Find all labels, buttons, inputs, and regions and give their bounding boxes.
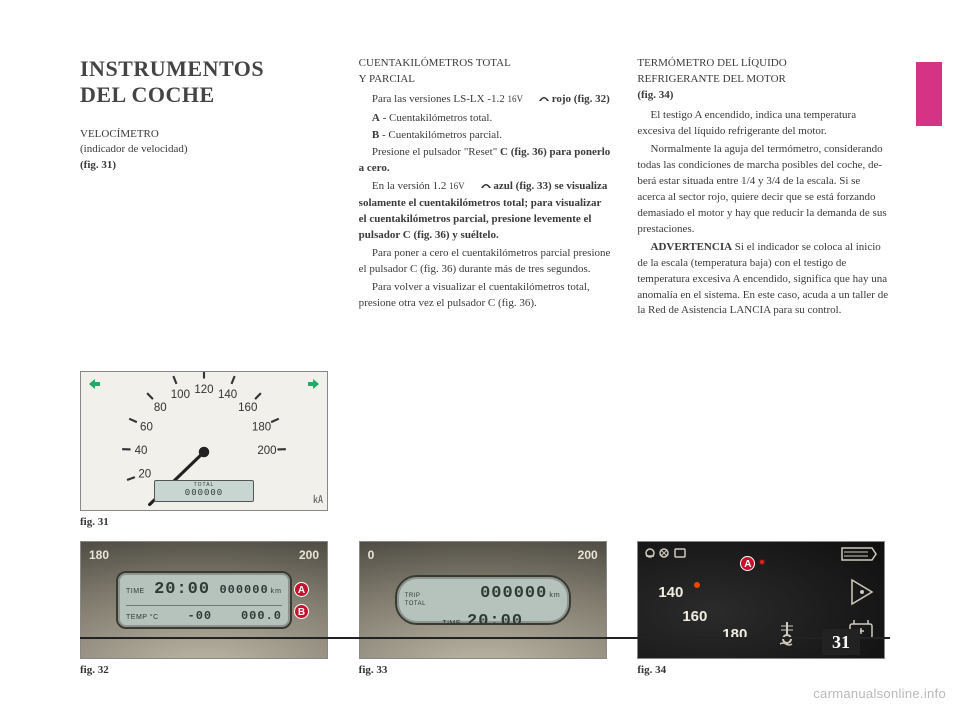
svg-text:20: 20 xyxy=(138,469,151,481)
page-title: INSTRUMENTOS DEL COCHE xyxy=(80,56,333,109)
p-versions: Para las versiones LS-LX -1.2 16V rojo (… xyxy=(359,92,612,109)
figure-33: 0 200 TRIP TOTAL 000000km TIME 20:00 xyxy=(359,541,607,659)
gauge-num-200: 200 xyxy=(578,548,598,562)
odometer-heading: CUENTAKILÓMETROS TOTAL Y PARCIAL xyxy=(359,56,612,88)
gauge-num-0: 0 xyxy=(368,548,375,562)
temp-icon xyxy=(778,620,796,646)
temp-140: 140 xyxy=(658,584,683,601)
temp-180: 180 xyxy=(722,626,747,643)
manual-page: INSTRUMENTOS DEL COCHE VELOCÍMETRO (indi… xyxy=(0,0,960,709)
p-warning-a: El testigo A encendido, indica una tempe… xyxy=(637,108,890,140)
p-normal-range: Normalmente la aguja del termóme­tro, co… xyxy=(637,142,890,238)
page-number: 31 xyxy=(822,629,860,655)
turn-right-icon xyxy=(307,378,321,390)
section-tab xyxy=(916,62,942,126)
svg-text:100: 100 xyxy=(171,389,190,401)
p-zero: Para poner a cero el cuentakilómetros pa… xyxy=(359,246,612,278)
gauge-num-180: 180 xyxy=(89,548,109,562)
gauge-num-200: 200 xyxy=(299,548,319,562)
item-b: B - Cuentakilómetros parcial. xyxy=(359,128,612,144)
thermometer-heading: TERMÓMETRO DEL LÍQUIDO REFRIGERANTE DEL … xyxy=(637,56,890,104)
p-advertencia: ADVERTENCIA Si el indicador se coloca al… xyxy=(637,240,890,320)
p-reset: Presione el pulsador "Reset" C (fig. 36)… xyxy=(359,145,612,177)
item-a: A - Cuentakilómetros total. xyxy=(359,111,612,127)
watermark: carmanualsonline.info xyxy=(813,686,946,701)
figure-32: 180 200 TIME 20:00 000000km TEMP °C -00 … xyxy=(80,541,328,659)
fig34-caption: fig. 34 xyxy=(637,663,890,679)
p-return: Para volver a visualizar el cuentaki­lóm… xyxy=(359,280,612,312)
column-3: TERMÓMETRO DEL LÍQUIDO REFRIGERANTE DEL … xyxy=(637,56,890,679)
svg-text:180: 180 xyxy=(252,422,271,434)
lancia-icon xyxy=(467,180,490,196)
svg-text:200: 200 xyxy=(257,445,276,457)
figure-31: 20406080100120140160180200 TOTAL 000000 … xyxy=(80,371,328,511)
velocimetro-heading: VELOCÍMETRO (indicador de velocidad) (fi… xyxy=(80,127,333,173)
manufacturer-mark: ㎄ xyxy=(313,491,323,506)
svg-text:80: 80 xyxy=(154,402,167,414)
lcd-panel-33: TRIP TOTAL 000000km TIME 20:00 xyxy=(395,575,571,625)
column-1: INSTRUMENTOS DEL COCHE VELOCÍMETRO (indi… xyxy=(80,56,333,679)
lcd-panel-32: TIME 20:00 000000km TEMP °C -00 000.0 xyxy=(116,571,292,629)
callout-b: B xyxy=(294,604,309,619)
fig31-caption: fig. 31 xyxy=(80,515,333,531)
p-version-blue: En la versión 1.2 16V azul (fig. 33) se … xyxy=(359,179,612,244)
svg-text:120: 120 xyxy=(194,384,213,396)
indicator-icons-left xyxy=(644,546,704,560)
temp-160: 160 xyxy=(682,608,707,625)
odometer-lcd: TOTAL 000000 xyxy=(154,480,254,502)
svg-text:160: 160 xyxy=(238,402,257,414)
svg-text:40: 40 xyxy=(135,445,148,457)
svg-text:60: 60 xyxy=(140,422,153,434)
fig32-caption: fig. 32 xyxy=(80,663,333,679)
column-2: CUENTAKILÓMETROS TOTAL Y PARCIAL Para la… xyxy=(359,56,612,679)
callout-a: A xyxy=(294,582,309,597)
fig33-caption: fig. 33 xyxy=(359,663,612,679)
footer-rule xyxy=(80,637,890,639)
lancia-icon xyxy=(526,93,549,109)
svg-text:140: 140 xyxy=(218,389,237,401)
